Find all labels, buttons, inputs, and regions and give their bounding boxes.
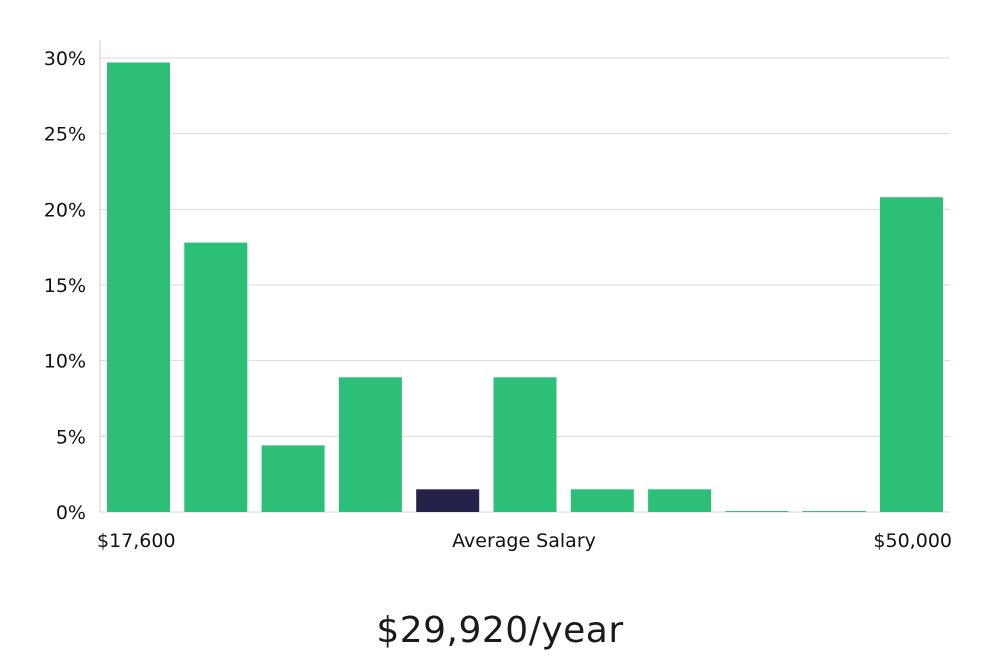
bar-10 (802, 511, 866, 512)
y-tick-label-0: 0% (56, 502, 86, 524)
x-label-center: Average Salary (452, 530, 596, 552)
bar-4 (338, 377, 402, 512)
y-tick-label-30: 30% (44, 48, 86, 70)
y-tick-label-10: 10% (44, 351, 86, 373)
bar-9 (725, 511, 789, 512)
bar-3 (261, 445, 325, 512)
y-tick-label-15: 15% (44, 275, 86, 297)
x-label-max: $50,000 (873, 530, 952, 552)
y-tick-label-25: 25% (44, 124, 86, 146)
bar-highlighted (416, 489, 480, 512)
y-tick-labels: 0% 5% 10% 15% 20% 25% 30% (44, 48, 86, 524)
x-label-min: $17,600 (97, 530, 176, 552)
bar-7 (570, 489, 634, 512)
bar-8 (648, 489, 712, 512)
bar-1 (107, 62, 170, 512)
bar-6 (493, 377, 557, 512)
y-tick-label-5: 5% (56, 426, 86, 448)
average-salary-value: $29,920/year (376, 610, 624, 651)
bar-2 (184, 242, 248, 512)
salary-distribution-chart: 0% 5% 10% 15% 20% 25% 30% $17,600 Average Sala… (44, 40, 952, 552)
bars (107, 62, 943, 512)
bar-11 (880, 197, 943, 512)
y-tick-label-20: 20% (44, 199, 86, 221)
